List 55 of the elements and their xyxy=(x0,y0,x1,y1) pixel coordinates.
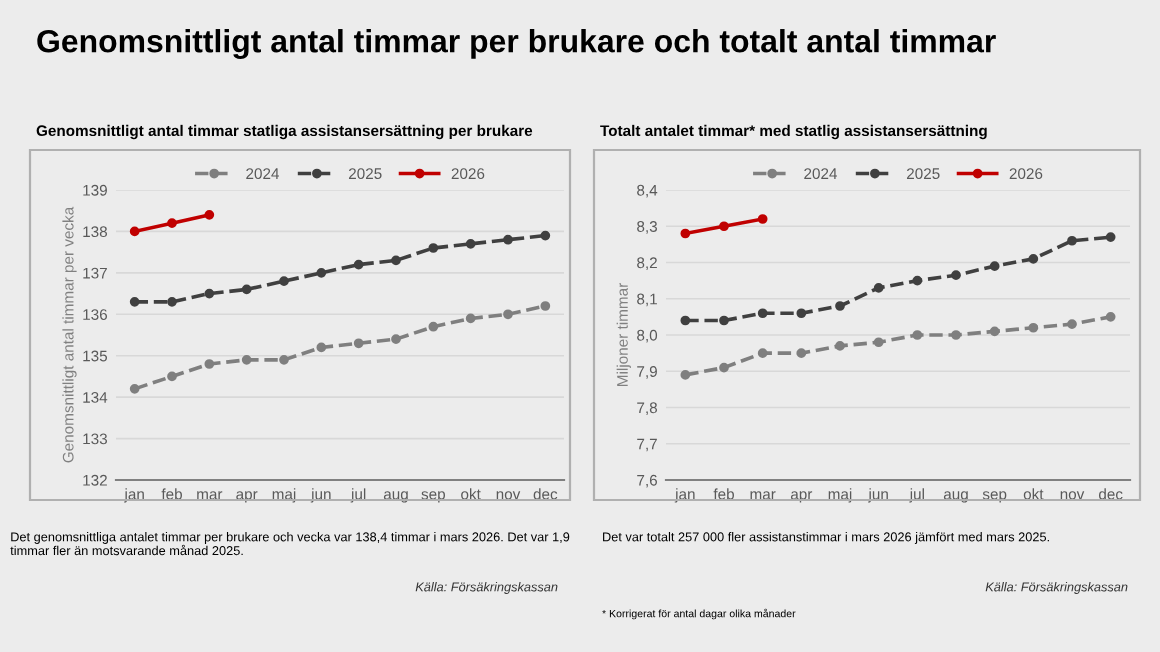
point xyxy=(279,355,289,365)
point xyxy=(465,238,476,249)
point xyxy=(1105,232,1116,242)
point xyxy=(835,301,845,311)
point xyxy=(167,371,177,382)
point xyxy=(540,230,551,241)
point xyxy=(279,276,289,286)
point xyxy=(912,275,923,286)
point xyxy=(719,315,729,326)
point xyxy=(129,226,140,237)
point xyxy=(540,301,551,311)
point xyxy=(951,330,961,340)
point xyxy=(1067,235,1077,246)
point xyxy=(465,313,476,324)
point xyxy=(353,338,364,349)
point xyxy=(951,270,961,281)
point xyxy=(835,341,845,351)
point xyxy=(241,284,252,295)
point xyxy=(428,243,439,253)
point xyxy=(316,342,327,353)
chart-title: Genomsnittligt antal timmar per brukare och totalt antal timmar xyxy=(37,29,996,59)
point xyxy=(680,370,691,380)
point xyxy=(1028,322,1039,333)
point xyxy=(428,321,439,332)
point xyxy=(503,309,513,320)
point xyxy=(873,337,884,348)
point xyxy=(316,267,327,278)
point xyxy=(873,283,884,293)
point xyxy=(757,214,768,224)
point xyxy=(129,384,140,394)
point xyxy=(680,228,691,239)
point xyxy=(503,234,513,245)
point xyxy=(912,330,923,340)
point xyxy=(204,288,215,299)
point xyxy=(757,348,768,358)
point xyxy=(989,261,1000,271)
point xyxy=(719,362,729,373)
point xyxy=(989,326,1000,337)
point xyxy=(719,221,729,232)
point xyxy=(796,348,807,358)
point xyxy=(391,334,401,344)
point xyxy=(1067,319,1077,329)
point xyxy=(796,308,807,319)
point xyxy=(391,255,401,266)
point xyxy=(204,210,215,220)
point xyxy=(1105,312,1116,322)
point xyxy=(204,359,215,369)
point xyxy=(167,218,177,228)
point xyxy=(757,308,768,319)
point xyxy=(129,297,140,307)
point xyxy=(241,355,252,365)
point xyxy=(353,259,364,270)
point xyxy=(680,315,691,326)
point xyxy=(167,297,177,307)
point xyxy=(1028,254,1039,264)
